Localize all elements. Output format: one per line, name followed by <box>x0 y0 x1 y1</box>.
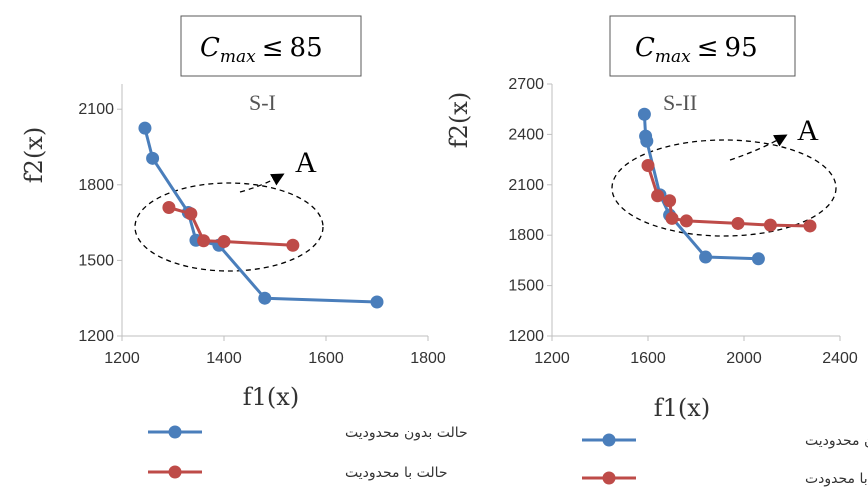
legend-label-1: حالت بدون محدودیت <box>805 433 868 449</box>
data-point <box>641 158 655 172</box>
left-panel-label: S-I <box>249 90 276 115</box>
legend-label-1: حالت بدون محدودیت <box>345 425 468 441</box>
data-point <box>637 107 651 121</box>
y-tick-label: 1800 <box>78 177 114 194</box>
legend-marker-1 <box>602 433 616 447</box>
left-annotation-label: A <box>295 146 317 179</box>
left-title: Cmax ≤85 <box>200 33 323 67</box>
right-annotation-ellipse <box>611 139 837 237</box>
data-point <box>803 219 817 233</box>
x-tick-label: 2400 <box>822 350 858 367</box>
x-tick-label: 1400 <box>206 350 242 367</box>
y-tick-label: 2100 <box>78 101 114 118</box>
data-point <box>640 134 654 148</box>
right-panel-label: S-II <box>663 90 697 115</box>
left-y-axis-title: f2(x) <box>20 127 48 183</box>
right-panel: Cmax ≤95 S-II A f1(x) f2(x) <box>445 15 837 422</box>
legend-marker-2 <box>168 465 182 479</box>
data-point <box>763 218 777 232</box>
y-tick-label: 2700 <box>508 76 544 93</box>
x-tick-label: 1200 <box>534 350 570 367</box>
y-tick-label: 1500 <box>508 278 544 295</box>
legend-label-2: حالت با محدودت <box>805 471 868 487</box>
y-tick-label: 1200 <box>78 328 114 345</box>
data-point <box>286 238 300 252</box>
y-tick-label: 2100 <box>508 177 544 194</box>
data-point <box>258 291 272 305</box>
x-tick-label: 1600 <box>630 350 666 367</box>
data-point <box>751 252 765 266</box>
data-point <box>184 207 198 221</box>
right-title-box <box>609 15 796 77</box>
series-line-1 <box>143 127 378 304</box>
y-tick-label: 1500 <box>78 252 114 269</box>
legend-marker-2 <box>602 471 616 485</box>
data-point <box>663 194 677 208</box>
chart-marks: 1200 1500 1800 2100 1200 1400 1600 1800 حالت بدو… <box>78 76 868 487</box>
data-point <box>217 235 231 248</box>
data-point <box>731 216 745 230</box>
right-annotation-arrow <box>729 134 788 161</box>
x-tick-label: 1200 <box>104 350 140 367</box>
y-tick-label: 1200 <box>508 328 544 345</box>
data-point <box>679 214 693 228</box>
data-point <box>197 234 211 248</box>
right-x-axis-title: f1(x) <box>654 394 710 422</box>
x-tick-label: 2000 <box>726 350 762 367</box>
data-point <box>146 151 160 165</box>
series-line-1 <box>642 114 759 261</box>
left-panel: Cmax ≤85 S-I A f1(x) f2(x) <box>20 15 362 411</box>
data-point <box>699 250 713 264</box>
right-title: Cmax ≤95 <box>635 33 758 67</box>
data-point <box>370 295 384 309</box>
x-tick-label: 1600 <box>308 350 344 367</box>
y-tick-label: 2400 <box>508 126 544 143</box>
left-x-axis-title: f1(x) <box>243 383 299 411</box>
y-tick-label: 1800 <box>508 227 544 244</box>
right-annotation-label: A <box>797 114 819 147</box>
data-point <box>665 211 679 225</box>
legend-label-2: حالت با محدودیت <box>345 465 448 481</box>
left-annotation-ellipse <box>134 182 324 272</box>
x-tick-label: 1800 <box>410 350 446 367</box>
left-title-box <box>180 15 362 77</box>
data-point <box>651 189 665 203</box>
left-annotation-arrow <box>239 173 285 193</box>
right-y-axis-title: f2(x) <box>445 92 473 148</box>
data-point <box>138 121 152 135</box>
data-point <box>162 200 176 214</box>
legend-marker-1 <box>168 425 182 439</box>
